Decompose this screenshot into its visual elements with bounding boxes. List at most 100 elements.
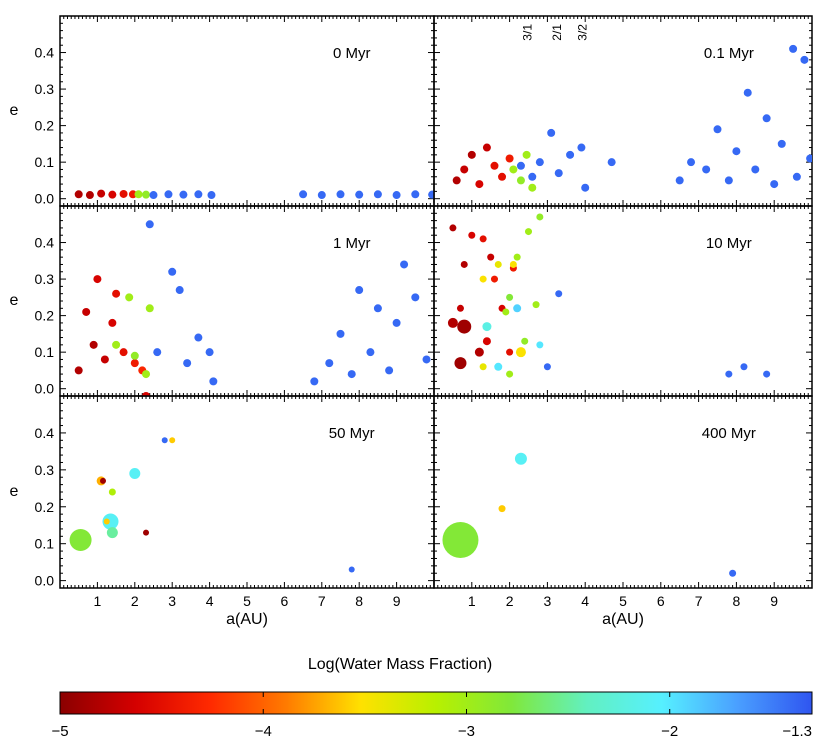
data-point bbox=[348, 566, 355, 573]
x-tick-label: 4 bbox=[206, 593, 214, 609]
data-point bbox=[142, 190, 151, 199]
data-point bbox=[168, 267, 177, 276]
data-point bbox=[490, 161, 499, 170]
data-point bbox=[516, 161, 525, 170]
data-point bbox=[475, 180, 484, 189]
data-point bbox=[373, 190, 382, 199]
data-point bbox=[366, 348, 375, 357]
colorbar-tick-label: −3 bbox=[458, 723, 475, 740]
x-tick-label: 6 bbox=[281, 593, 289, 609]
data-point bbox=[93, 275, 102, 284]
data-point bbox=[119, 189, 128, 198]
data-point bbox=[498, 505, 506, 513]
data-point bbox=[207, 191, 216, 200]
panel-time-label: 1 Myr bbox=[333, 235, 371, 252]
data-point bbox=[82, 307, 91, 316]
data-point bbox=[547, 128, 556, 137]
data-point bbox=[479, 275, 487, 283]
data-point bbox=[130, 351, 139, 360]
data-point bbox=[509, 165, 518, 174]
resonance-label: 3/1 bbox=[521, 24, 535, 41]
data-point bbox=[119, 348, 128, 357]
data-point bbox=[447, 317, 458, 328]
panel-time-label: 0.1 Myr bbox=[704, 45, 754, 62]
panel-400-myr: 1 2 3 4 5 6 7 8 9 a(AU) 400 Myr bbox=[433, 395, 813, 628]
data-point bbox=[789, 44, 798, 53]
data-point bbox=[800, 55, 809, 64]
x-tick-label: 7 bbox=[318, 593, 326, 609]
data-point bbox=[724, 176, 733, 185]
data-point bbox=[454, 357, 467, 370]
data-point bbox=[456, 304, 464, 312]
data-point bbox=[108, 190, 117, 199]
data-point bbox=[74, 190, 83, 199]
data-point bbox=[299, 190, 308, 199]
data-point bbox=[498, 172, 507, 181]
data-point bbox=[777, 139, 786, 148]
data-point bbox=[373, 304, 382, 313]
x-tick-label: 9 bbox=[770, 593, 778, 609]
data-point bbox=[581, 183, 590, 192]
data-point bbox=[336, 329, 345, 338]
data-point bbox=[494, 362, 503, 371]
data-point bbox=[513, 253, 521, 261]
y-axis-label: e bbox=[10, 292, 19, 309]
data-point bbox=[142, 370, 151, 379]
data-point bbox=[310, 377, 319, 386]
data-point bbox=[153, 348, 162, 357]
y-axis-label: e bbox=[10, 102, 19, 119]
data-point bbox=[522, 150, 531, 159]
data-point bbox=[149, 191, 158, 200]
data-point bbox=[457, 319, 472, 334]
data-point bbox=[607, 158, 616, 167]
data-point bbox=[687, 158, 696, 167]
y-tick-label: 0.1 bbox=[35, 536, 55, 552]
panel-frame bbox=[433, 15, 813, 207]
data-point bbox=[130, 359, 139, 368]
panel-time-label: 0 Myr bbox=[333, 45, 371, 62]
data-point bbox=[108, 318, 117, 327]
x-tick-label: 3 bbox=[544, 593, 552, 609]
data-point bbox=[468, 231, 476, 239]
y-tick-label: 0.4 bbox=[35, 45, 55, 61]
x-axis-label: a(AU) bbox=[226, 611, 268, 628]
y-tick-label: 0.0 bbox=[35, 191, 55, 207]
resonance-label: 2/1 bbox=[550, 24, 564, 41]
data-point bbox=[112, 289, 121, 298]
y-tick-label: 0.1 bbox=[35, 154, 55, 170]
data-point bbox=[183, 359, 192, 368]
data-point bbox=[143, 529, 150, 536]
y-tick-label: 0.4 bbox=[35, 425, 55, 441]
data-point bbox=[411, 190, 420, 199]
data-point bbox=[509, 260, 517, 268]
x-tick-label: 1 bbox=[468, 593, 476, 609]
x-tick-label: 4 bbox=[581, 593, 589, 609]
data-point bbox=[385, 366, 394, 375]
data-point bbox=[102, 513, 119, 530]
colorbar-tick-label: −1.3 bbox=[782, 723, 812, 740]
data-point bbox=[675, 176, 684, 185]
colorbar-gradient bbox=[59, 691, 813, 715]
points-group bbox=[452, 44, 812, 192]
data-point bbox=[175, 286, 184, 295]
data-point bbox=[751, 165, 760, 174]
data-point bbox=[347, 370, 356, 379]
data-point bbox=[205, 348, 214, 357]
data-point bbox=[555, 290, 563, 298]
data-point bbox=[142, 392, 151, 396]
data-point bbox=[505, 154, 514, 163]
data-point bbox=[528, 183, 537, 192]
data-point bbox=[460, 260, 468, 268]
data-point bbox=[479, 363, 487, 371]
data-point bbox=[792, 172, 801, 181]
data-point bbox=[97, 189, 106, 198]
data-point bbox=[467, 150, 476, 159]
data-point bbox=[566, 150, 575, 159]
panel-0.1-myr: 0.1 Myr 3/1 2/1 3/2 bbox=[433, 15, 813, 207]
colorbar-title: Log(Water Mass Fraction) bbox=[308, 656, 492, 673]
x-tick-label: 8 bbox=[355, 593, 363, 609]
data-point bbox=[770, 180, 779, 189]
x-tick-label: 8 bbox=[733, 593, 741, 609]
data-point bbox=[106, 527, 118, 539]
data-point bbox=[145, 304, 154, 313]
